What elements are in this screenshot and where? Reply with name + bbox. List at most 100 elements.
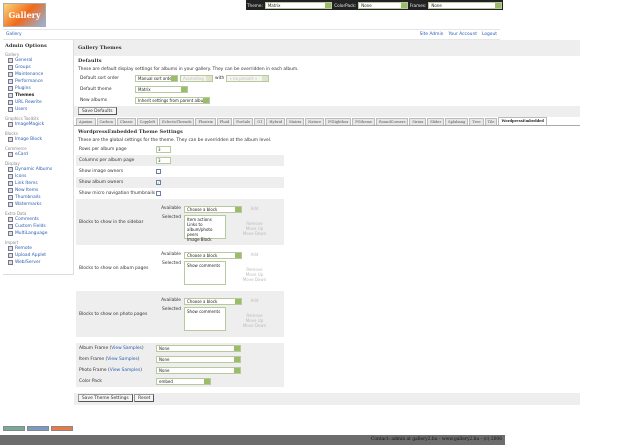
users-icon [8, 107, 13, 112]
tab-copyleft[interactable]: Copyleft [136, 118, 159, 125]
view-samples-link[interactable]: View Samples [109, 368, 141, 373]
sort-direction-select[interactable]: Ascending [180, 75, 213, 82]
sidebar-item-users[interactable]: Users [5, 106, 71, 113]
sidebar-item-multilanguage[interactable]: MultiLanguage [5, 230, 71, 237]
sort-order-select[interactable]: Manual sort order [135, 75, 178, 82]
colorpack-select[interactable]: None [358, 1, 408, 9]
photo-available-select[interactable]: Choose a block [184, 297, 242, 305]
sidebar-item-plugins[interactable]: Plugins [5, 85, 71, 92]
album-available-select[interactable]: Choose a block [184, 251, 242, 259]
sidebar-item-image-block[interactable]: Image Block [5, 136, 71, 143]
tab-siriux[interactable]: Siriux [409, 118, 427, 125]
sidebar-item-url-rewrite[interactable]: URL Rewrite [5, 99, 71, 106]
frames-select[interactable]: None [428, 1, 502, 9]
sidebar-item-new-items[interactable]: New Items [5, 187, 71, 194]
tab-pgtheme[interactable]: PGtheme [352, 118, 375, 125]
sidebar-item-imagemagick[interactable]: ImageMagick [5, 121, 71, 128]
sidebar-item-groups[interactable]: Groups [5, 64, 71, 71]
tab-pglightbox[interactable]: PGlightbox [325, 118, 352, 125]
columns-input[interactable]: 3 [156, 157, 171, 164]
tab-forsale[interactable]: ForSale [233, 118, 254, 125]
new-albums-select[interactable]: Inherit settings from parent album [135, 97, 210, 104]
imagemagick-icon [8, 122, 13, 127]
site-admin-link[interactable]: Site Admin [419, 32, 444, 37]
move-up-button[interactable]: Move Up [245, 225, 264, 231]
gallery-logo[interactable]: Gallery [3, 3, 46, 27]
sidebar-item-custom-fields[interactable]: Custom Fields [5, 223, 71, 230]
item-frame-select[interactable]: None [156, 356, 241, 363]
sidebar-item-ecard[interactable]: eCard [5, 151, 71, 158]
sidebar-item-upload-applet[interactable]: Upload Applet [5, 252, 71, 259]
tab-classic[interactable]: Classic [116, 118, 136, 125]
show-album-owners-checkbox[interactable]: ✓ [156, 180, 161, 185]
sidebar-item-link-items[interactable]: Link Items [5, 180, 71, 187]
tab-tile[interactable]: Tile [484, 118, 498, 125]
view-samples-link[interactable]: View Samples [107, 357, 138, 362]
add-button[interactable]: Add [250, 297, 259, 303]
photo-frame-select[interactable]: None [156, 367, 241, 374]
show-image-owners-checkbox[interactable] [156, 169, 161, 174]
your-account-link[interactable]: Your Account [448, 32, 477, 37]
show-album-owners-label: Show album owners [79, 180, 124, 185]
tab-matrix[interactable]: Matrix [286, 118, 305, 125]
album-frame-select[interactable]: None [156, 345, 241, 352]
move-down-button[interactable]: Move Down [242, 230, 267, 236]
tab-splabang[interactable]: Splabang [445, 118, 469, 125]
sidebar-item-icons[interactable]: Icons [5, 173, 71, 180]
tab-ajaxian[interactable]: Ajaxian [76, 118, 96, 125]
save-theme-settings-button[interactable]: Save Theme Settings [78, 394, 133, 402]
available-label: Available [161, 205, 181, 211]
badge[interactable] [51, 426, 73, 431]
sidebar-item-dynamic-albums[interactable]: Dynamic Albums [5, 166, 71, 173]
album-selected-list[interactable]: Show comments [184, 260, 226, 285]
move-up-button[interactable]: Move Up [245, 317, 264, 323]
theme-select[interactable]: Matrix [264, 1, 333, 9]
micro-nav-checkbox[interactable] [156, 191, 161, 196]
color-pack-select[interactable]: embed [156, 378, 211, 385]
presort-select[interactable]: « no presort » [226, 75, 270, 82]
theme-settings-table: Rows per album page 3 Columns per album p… [76, 144, 284, 387]
badge[interactable] [27, 426, 49, 431]
sidebar-available-select[interactable]: Choose a block [184, 205, 242, 213]
sidebar-item-performance[interactable]: Performance [5, 78, 71, 85]
breadcrumb[interactable]: Gallery [6, 32, 22, 37]
remove-button[interactable]: Remove [246, 220, 263, 226]
groups-icon [8, 65, 13, 70]
tab-slider[interactable]: Slider [427, 118, 445, 125]
reset-button[interactable]: Reset [134, 394, 155, 402]
badge[interactable] [3, 426, 25, 431]
sidebar-item-maintenance[interactable]: Maintenance [5, 71, 71, 78]
default-theme-select[interactable]: Matrix [135, 86, 188, 93]
tab-roundcorners[interactable]: RoundCorners [375, 118, 409, 125]
move-up-button[interactable]: Move Up [245, 271, 264, 277]
add-button[interactable]: Add [250, 205, 259, 211]
move-down-button[interactable]: Move Down [242, 322, 267, 328]
tab-hybrid[interactable]: Hybrid [266, 118, 286, 125]
view-samples-link[interactable]: View Samples [111, 346, 142, 351]
tab-carbon[interactable]: Carbon [96, 118, 116, 125]
sidebar-selected-list[interactable]: Item actions Links to album/photo peers … [184, 214, 226, 242]
logout-link[interactable]: Logout [481, 32, 497, 37]
tab-g1[interactable]: G1 [254, 118, 266, 125]
move-down-button[interactable]: Move Down [242, 276, 267, 282]
remove-button[interactable]: Remove [246, 266, 263, 272]
sidebar-item-general[interactable]: General [5, 57, 71, 64]
remove-button[interactable]: Remove [246, 312, 263, 318]
save-defaults-button[interactable]: Save Defaults [78, 107, 117, 115]
sidebar-item-remote[interactable]: Remote [5, 245, 71, 252]
sidebar-item-themes[interactable]: Themes [5, 92, 71, 99]
rows-input[interactable]: 3 [156, 146, 171, 153]
tab-fluid[interactable]: Fluid [216, 118, 233, 125]
tab-nature[interactable]: Nature [305, 118, 325, 125]
sidebar-item-web-server[interactable]: Web/Server [5, 259, 71, 266]
add-button[interactable]: Add [250, 251, 259, 257]
tab-wordpressembedded[interactable]: WordpressEmbedded [498, 117, 547, 125]
tab-tree[interactable]: Tree [469, 118, 484, 125]
tab-eclecticthreads[interactable]: EclecticThreads [159, 118, 195, 125]
nav-bar: Gallery Site Admin Your Account Logout [3, 29, 500, 40]
photo-selected-list[interactable]: Show comments [184, 306, 226, 331]
sidebar-item-comments[interactable]: Comments [5, 216, 71, 223]
tab-floatrix[interactable]: Floatrix [195, 118, 216, 125]
sidebar-item-watermarks[interactable]: Watermarks [5, 201, 71, 208]
sidebar-item-thumbnails[interactable]: Thumbnails [5, 194, 71, 201]
